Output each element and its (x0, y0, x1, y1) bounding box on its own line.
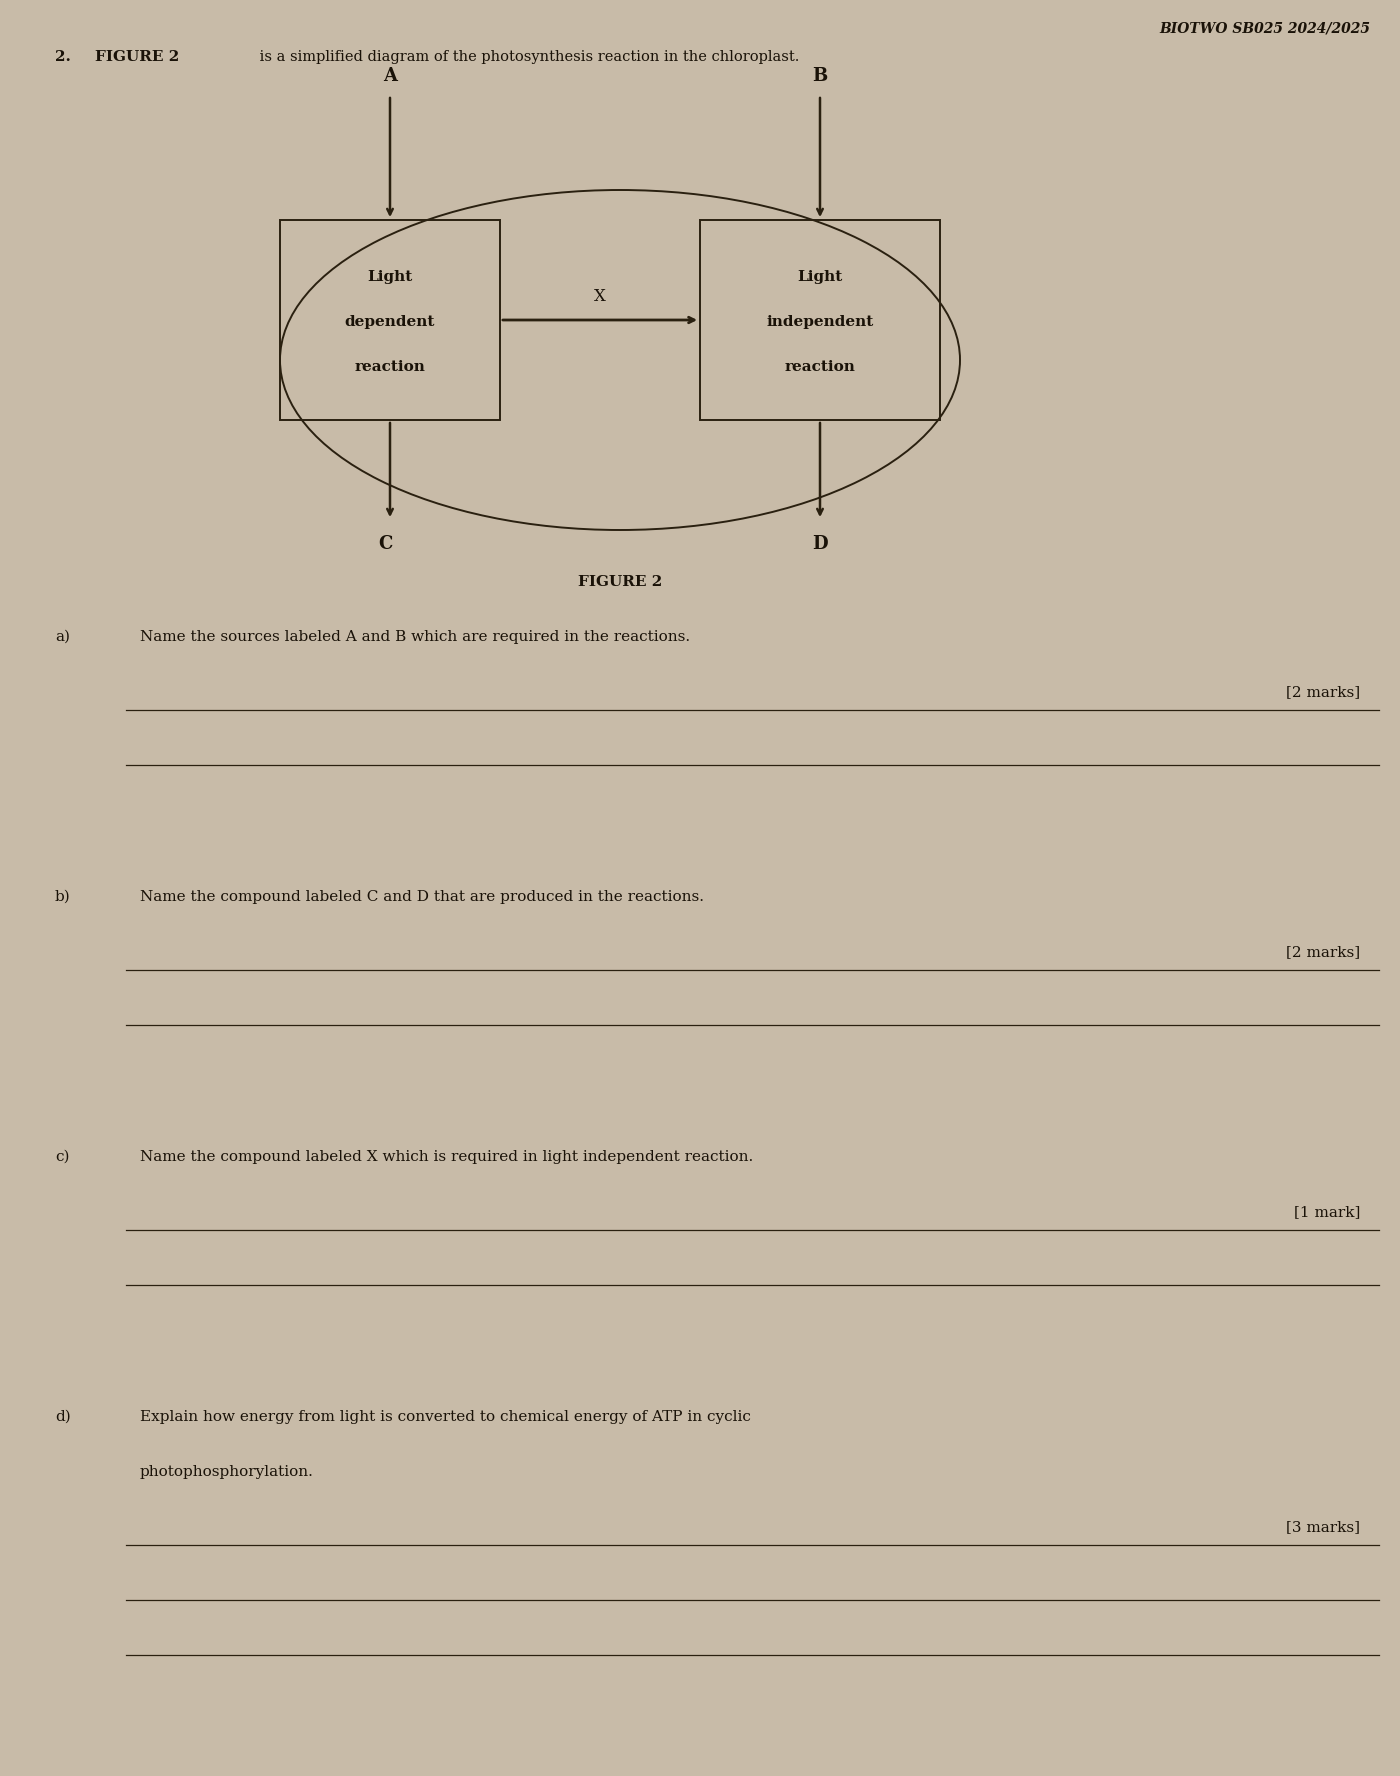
Text: is a simplified diagram of the photosynthesis reaction in the chloroplast.: is a simplified diagram of the photosynt… (255, 50, 799, 64)
Text: D: D (812, 535, 827, 552)
Text: c): c) (55, 1151, 70, 1163)
Text: d): d) (55, 1410, 71, 1424)
Text: Light: Light (367, 270, 413, 284)
Text: Name the compound labeled X which is required in light independent reaction.: Name the compound labeled X which is req… (140, 1151, 753, 1163)
Bar (700, 220, 939, 419)
Text: independent: independent (766, 314, 874, 329)
Text: FIGURE 2: FIGURE 2 (578, 575, 662, 590)
Bar (280, 220, 500, 419)
Text: FIGURE 2: FIGURE 2 (95, 50, 179, 64)
Text: Light: Light (798, 270, 843, 284)
Text: 2.: 2. (55, 50, 71, 64)
Text: [1 mark]: [1 mark] (1294, 1204, 1359, 1218)
Text: reaction: reaction (784, 361, 855, 375)
Text: b): b) (55, 890, 71, 904)
Text: Name the sources labeled A and B which are required in the reactions.: Name the sources labeled A and B which a… (140, 630, 690, 645)
Text: A: A (384, 67, 398, 85)
Text: BIOTWO SB025 2024/2025: BIOTWO SB025 2024/2025 (1159, 21, 1371, 36)
Text: B: B (812, 67, 827, 85)
Text: X: X (594, 288, 606, 305)
Text: dependent: dependent (344, 314, 435, 329)
Text: reaction: reaction (354, 361, 426, 375)
Text: C: C (378, 535, 392, 552)
Text: photophosphorylation.: photophosphorylation. (140, 1465, 314, 1479)
Text: Name the compound labeled C and D that are produced in the reactions.: Name the compound labeled C and D that a… (140, 890, 704, 904)
Text: [2 marks]: [2 marks] (1285, 945, 1359, 959)
Text: a): a) (55, 630, 70, 645)
Text: [2 marks]: [2 marks] (1285, 686, 1359, 700)
Text: [3 marks]: [3 marks] (1287, 1520, 1359, 1534)
Text: Explain how energy from light is converted to chemical energy of ATP in cyclic: Explain how energy from light is convert… (140, 1410, 750, 1424)
